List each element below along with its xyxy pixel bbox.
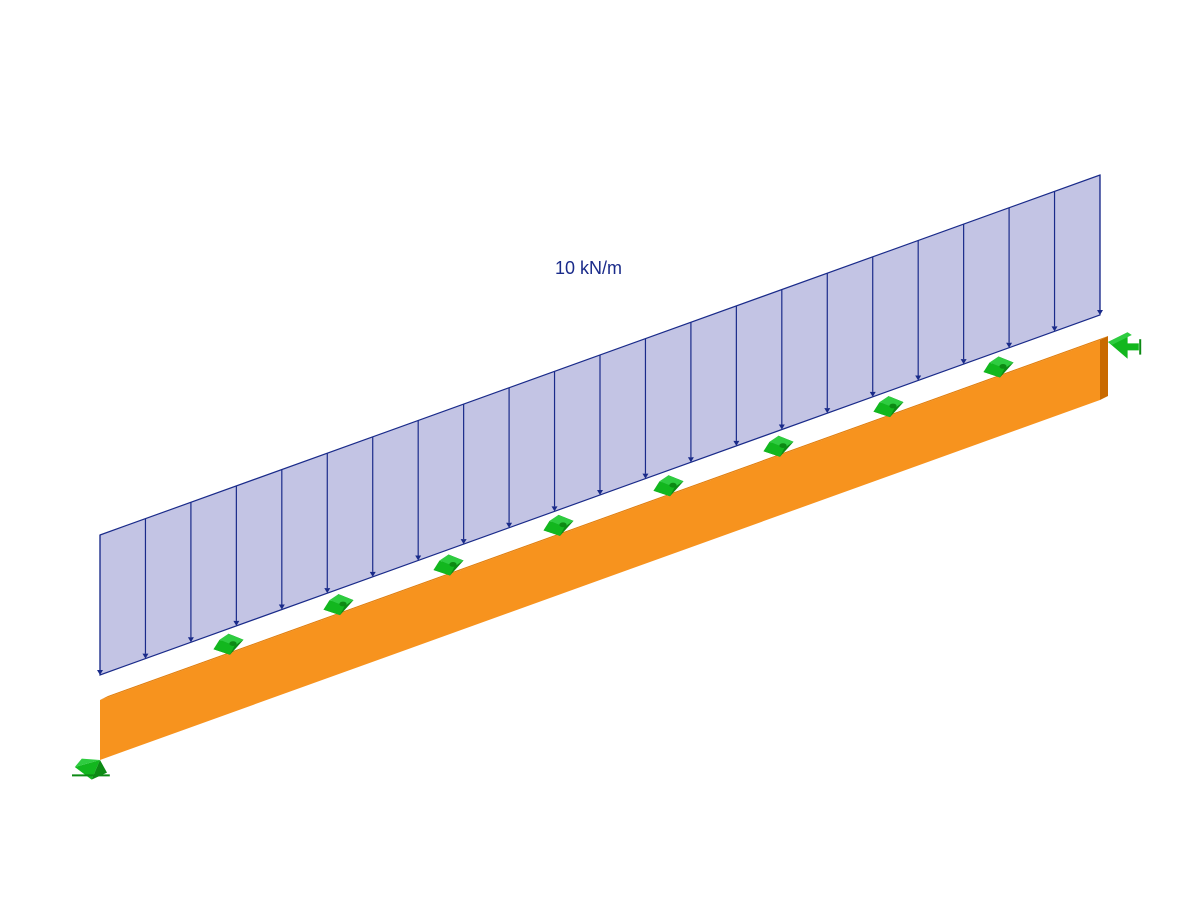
- diagram-svg: [0, 0, 1200, 900]
- diagram-canvas: 10 kN/m: [0, 0, 1200, 900]
- beam-end-face: [1100, 336, 1108, 400]
- load-label: 10 kN/m: [555, 258, 622, 279]
- end-support: [1108, 332, 1140, 359]
- end-support: [72, 759, 110, 780]
